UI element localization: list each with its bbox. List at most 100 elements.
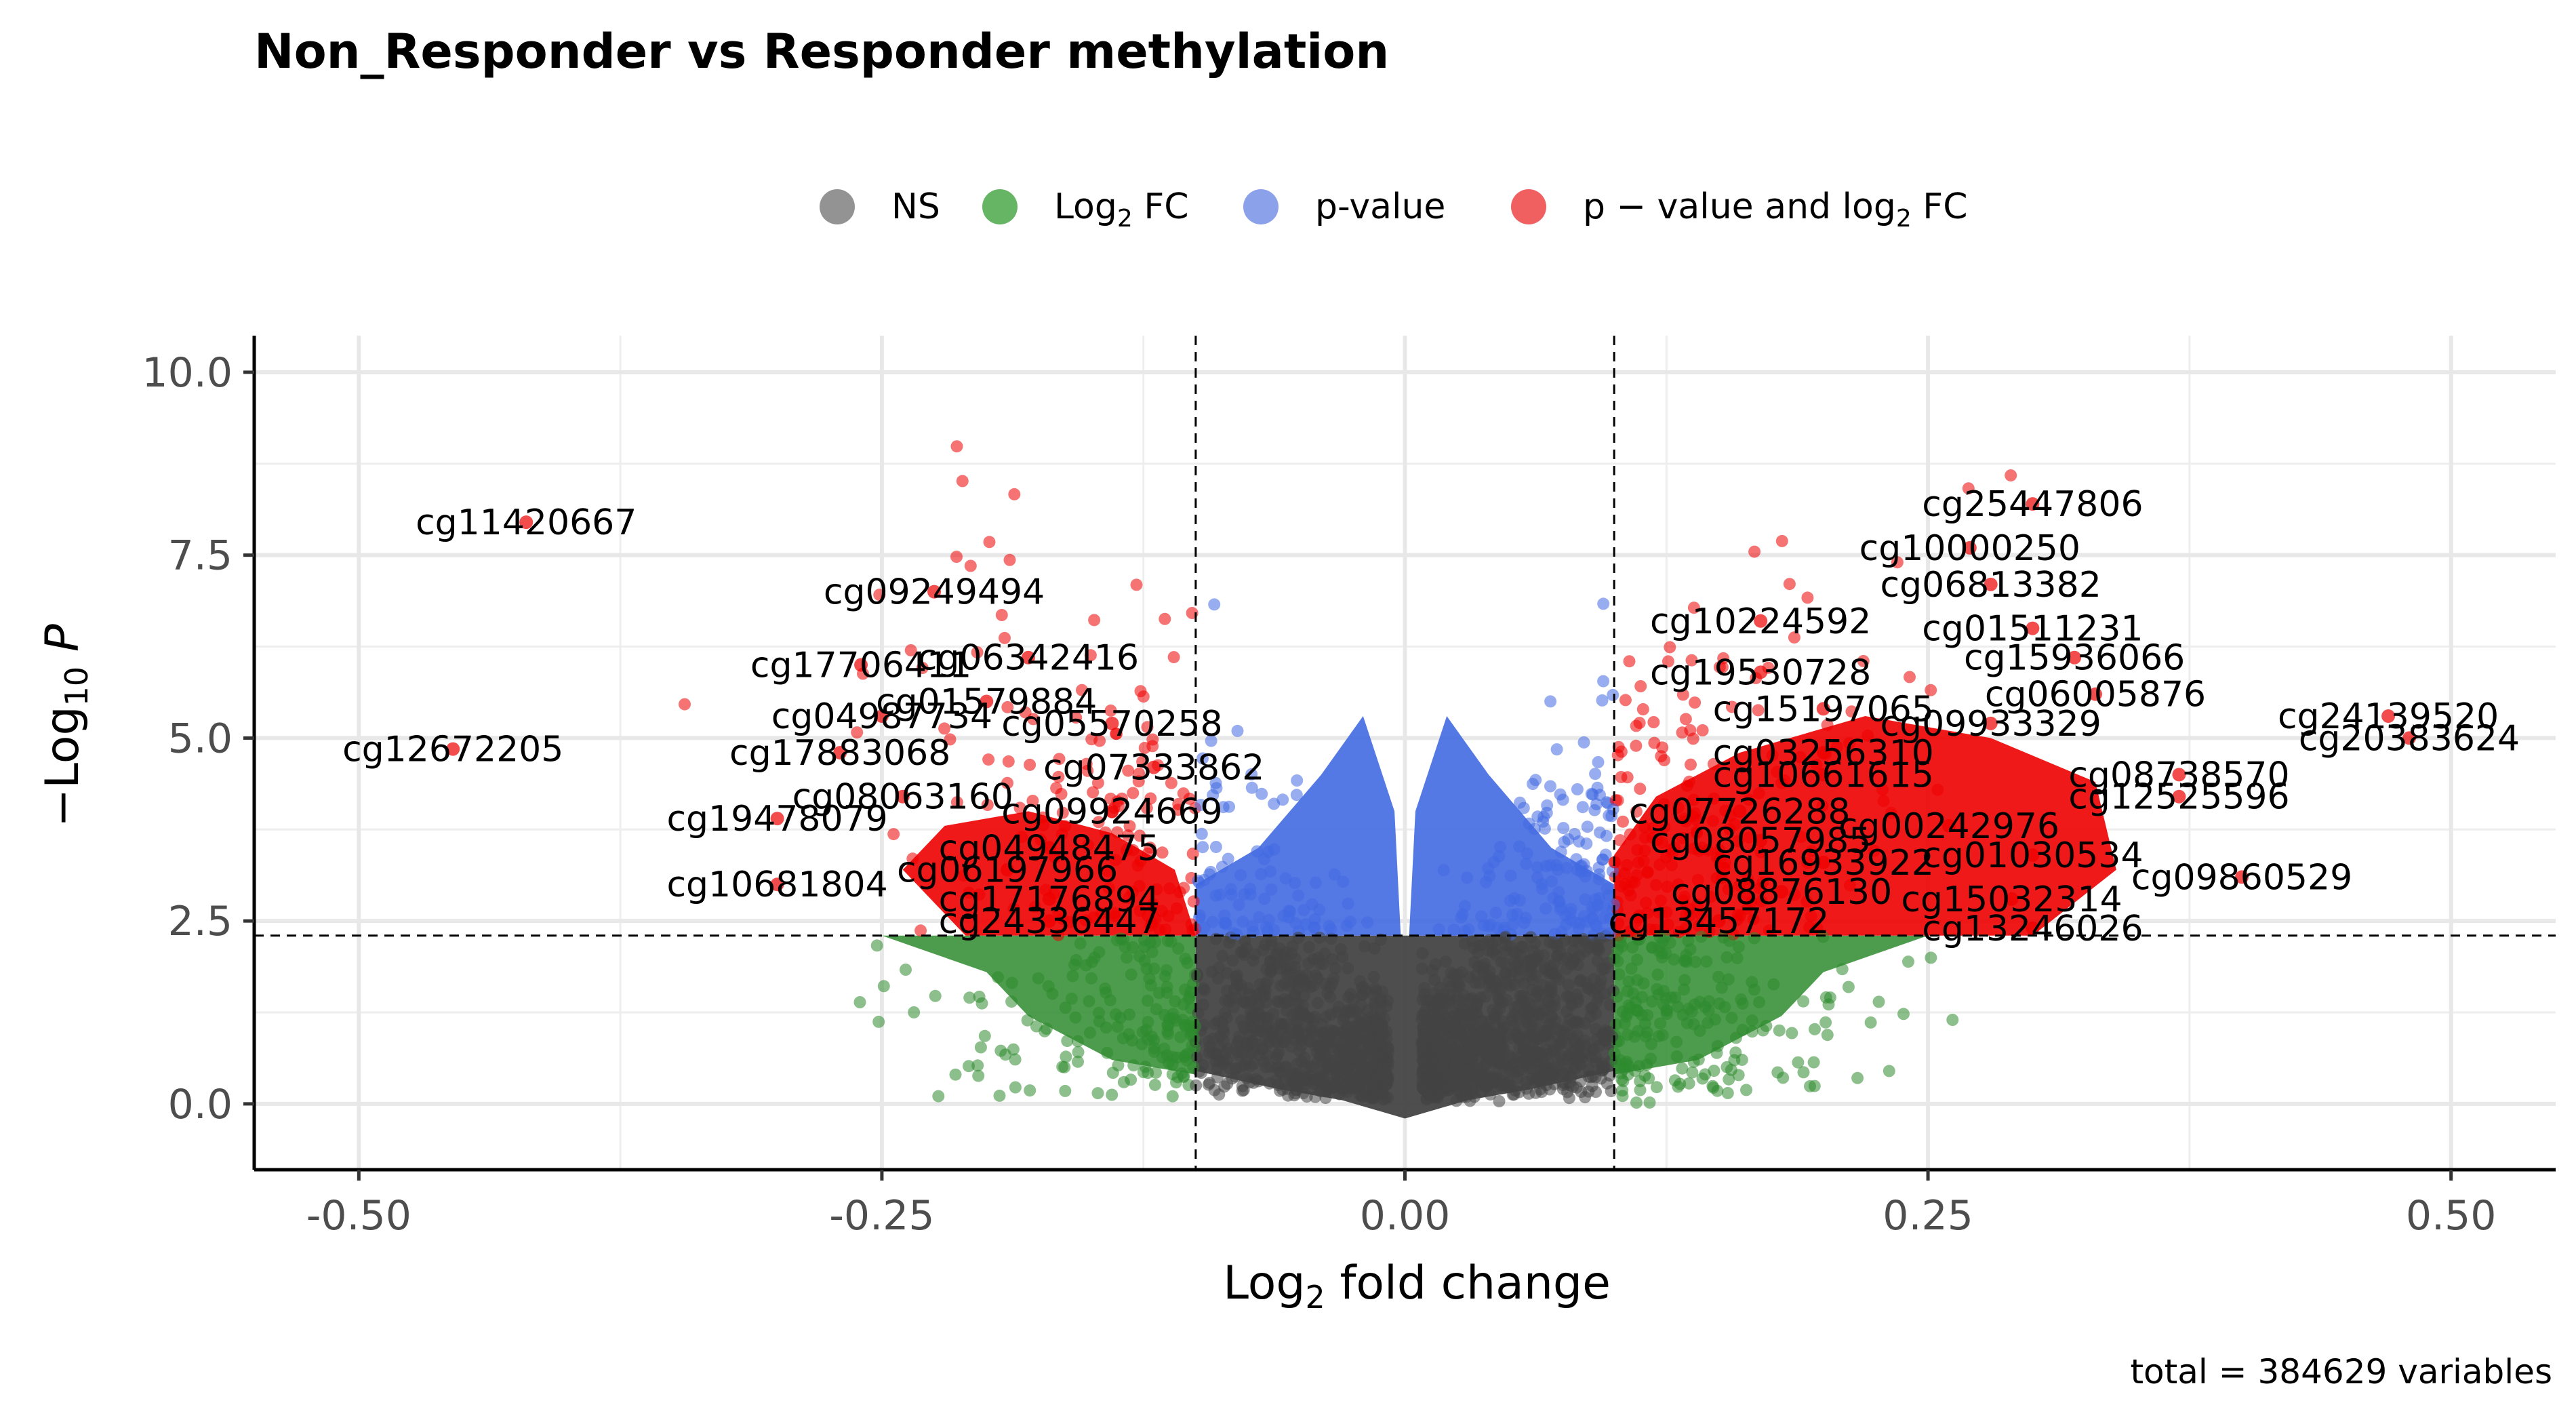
point-fc [1836, 963, 1849, 976]
point-fc [1883, 1065, 1895, 1077]
point-ns [1424, 1067, 1437, 1080]
point-ns [1296, 1007, 1309, 1020]
point-p [1580, 837, 1593, 850]
point-fc-p [1109, 854, 1122, 867]
point-fc-p [1144, 792, 1157, 805]
point-fc-p [1644, 923, 1657, 936]
point-ns [1424, 1028, 1437, 1041]
point-fc [1809, 1023, 1821, 1035]
point-fc-p [1050, 782, 1063, 795]
point-ns [1542, 994, 1554, 1007]
labeled-point [2402, 731, 2416, 745]
point-fc [1072, 1035, 1084, 1048]
point-ns [1368, 1014, 1381, 1027]
point-p [1276, 793, 1289, 806]
point-fc-p [1639, 831, 1651, 844]
point-p [1573, 917, 1586, 930]
point-fc [1678, 974, 1691, 987]
point-p [1234, 869, 1247, 882]
point-fc-p [1788, 888, 1801, 901]
point-fc-p [1717, 652, 1730, 665]
point-ns [1598, 1061, 1611, 1074]
point-fc [1138, 934, 1150, 947]
point-ns [1549, 968, 1562, 981]
point-ns [1380, 1051, 1393, 1064]
point-p [1246, 920, 1259, 933]
point-fc-p [1904, 671, 1916, 684]
point-fc [1902, 955, 1914, 968]
point-fc-p [1676, 726, 1689, 739]
point-label: cg01511231 [1922, 609, 2143, 650]
point-p [1224, 883, 1237, 896]
point-fc [1646, 941, 1659, 954]
point-fc-p [1641, 866, 1654, 879]
point-ns [1265, 963, 1278, 976]
point-fc-p [1149, 913, 1162, 925]
point-fc [1005, 976, 1018, 989]
y-tick-label: 5.0 [168, 715, 233, 762]
cutoff-lines [254, 336, 2556, 1170]
point-ns [1377, 1012, 1390, 1025]
point-ns [1239, 934, 1251, 947]
point-fc [1654, 1017, 1667, 1030]
point-fc [1634, 1084, 1647, 1096]
point-fc-p [2005, 469, 2017, 482]
point-fc-p [1845, 705, 1858, 718]
x-tick-label: 0.00 [1360, 1192, 1451, 1240]
point-fc-p [1857, 654, 1870, 667]
point-fc-p [1076, 684, 1088, 696]
point-fc-p [1034, 833, 1047, 846]
point-fc [1746, 1014, 1758, 1027]
point-ns [1267, 1008, 1280, 1021]
point-ns [1365, 1031, 1378, 1044]
point-ns [1331, 1067, 1344, 1080]
legend: NS Log2 FC p-value p − value and log2 FC [820, 186, 1968, 233]
point-fc [1615, 940, 1628, 953]
point-label: cg19530728 [1650, 652, 1871, 693]
point-fc-p [1843, 737, 1856, 750]
point-fc-p [1766, 749, 1779, 762]
point-fc [1161, 934, 1174, 947]
point-fc [1699, 1001, 1712, 1013]
point-fc [1723, 934, 1736, 947]
point-fc-p [1925, 684, 1937, 696]
point-fc-p [1662, 655, 1674, 668]
point-fc-p [1658, 820, 1671, 833]
point-fc [1851, 1071, 1864, 1084]
point-fc-p [999, 631, 1011, 644]
point-fc-p [1008, 488, 1021, 500]
point-fc [1625, 962, 1638, 975]
point-fc [1946, 1014, 1959, 1026]
point-fc-p [1638, 844, 1651, 857]
point-p [1608, 898, 1620, 911]
point-p [1593, 868, 1606, 881]
x-tick-label: 0.25 [1883, 1192, 1973, 1240]
point-ns [1359, 985, 1372, 997]
point-fc [1669, 991, 1682, 1004]
point-ns [1253, 999, 1266, 1012]
point-fc-p [1177, 787, 1190, 800]
point-p [1198, 922, 1211, 934]
point-fc [1161, 1018, 1174, 1031]
point-fc-p [1656, 741, 1669, 754]
sig-mass-left [902, 811, 1196, 936]
point-fc-p [982, 753, 995, 766]
point-p [1596, 853, 1609, 866]
point-fc [978, 1029, 991, 1042]
point-ns [1457, 1073, 1470, 1086]
point-p [1461, 871, 1474, 884]
point-p [1571, 783, 1584, 795]
point-label: cg08876130 [1671, 872, 1892, 913]
point-fc-p [1052, 770, 1065, 783]
point-fc [1722, 973, 1735, 986]
point-fc-p [1693, 844, 1706, 857]
point-fc-p [950, 551, 963, 563]
point-ns [1219, 1007, 1231, 1020]
point-ns [1489, 1073, 1502, 1086]
point-ns [1245, 1020, 1257, 1033]
point-label: cg15032314 [1901, 879, 2122, 920]
point-label: cg15197065 [1713, 689, 1934, 730]
point-p [1546, 875, 1558, 888]
point-fc [1925, 951, 1937, 964]
point-fc [1822, 998, 1835, 1011]
